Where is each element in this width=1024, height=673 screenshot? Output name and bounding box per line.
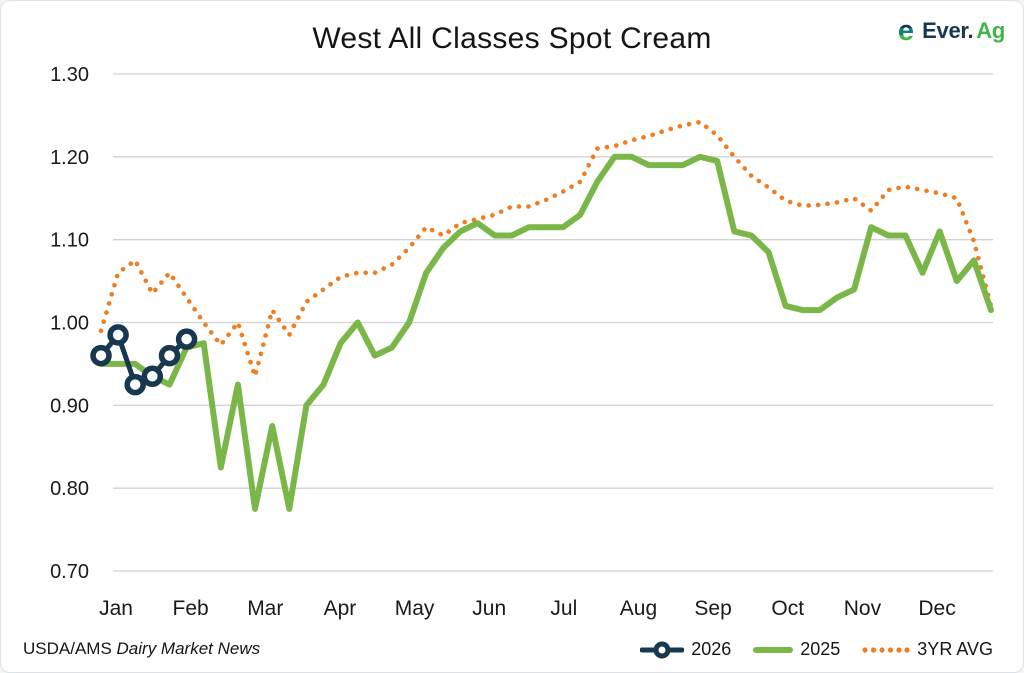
brand-name-prefix: Ever. xyxy=(922,17,974,43)
y-tick-label: 1.30 xyxy=(50,64,89,86)
x-tick-label: Mar xyxy=(247,597,283,620)
x-tick-label: Jul xyxy=(550,597,577,620)
x-tick-label: Apr xyxy=(324,597,357,620)
y-tick-label: 1.20 xyxy=(50,147,89,169)
x-tick-label: Aug xyxy=(620,597,657,620)
series-2026-marker xyxy=(141,365,164,388)
x-tick-label: May xyxy=(395,597,435,620)
x-tick-label: Dec xyxy=(918,597,955,620)
x-tick-label: Sep xyxy=(694,597,731,620)
series-3yr-avg-line xyxy=(98,119,994,385)
legend-item-3yr-avg: 3YR AVG xyxy=(862,639,993,660)
y-tick-label: 1.00 xyxy=(50,313,89,335)
series-2026-marker xyxy=(158,344,181,367)
legend-marker-3yr-avg-dots-icon xyxy=(862,646,910,653)
source-prefix: USDA/AMS xyxy=(23,639,117,658)
series-2026-marker xyxy=(107,324,129,346)
x-tick-label: Feb xyxy=(173,597,209,620)
x-tick-label: Oct xyxy=(771,597,804,620)
y-tick-label: 0.80 xyxy=(50,478,89,500)
brand-name-suffix: Ag xyxy=(976,17,1005,43)
source-attribution: USDA/AMS Dairy Market News xyxy=(23,639,260,659)
legend-label-2025: 2025 xyxy=(800,639,841,659)
series-2026-marker xyxy=(90,344,112,367)
legend-label-2026: 2026 xyxy=(691,639,732,659)
everag-e-icon: e xyxy=(892,17,920,44)
legend-marker-2026-ring-line-icon xyxy=(640,641,685,658)
brand-logo: e Ever.Ag xyxy=(892,17,1005,44)
source-publication: Dairy Market News xyxy=(116,639,261,658)
legend-marker-2025-line-icon xyxy=(753,646,794,653)
legend-label-3yr-avg: 3YR AVG xyxy=(917,639,993,659)
legend-item-2026: 2026 xyxy=(640,639,731,660)
legend-item-2025: 2025 xyxy=(753,639,840,660)
x-tick-label: Jun xyxy=(472,597,506,620)
page-title: West All Classes Spot Cream xyxy=(312,22,712,55)
chart-legend: 2026 2025 3YR AVG xyxy=(640,639,993,660)
series-2026-marker xyxy=(124,373,146,396)
x-tick-label: Jan xyxy=(99,597,133,620)
y-tick-label: 0.90 xyxy=(50,395,89,417)
y-tick-label: 1.10 xyxy=(50,230,89,252)
y-tick-label: 0.70 xyxy=(50,561,89,583)
x-tick-label: Nov xyxy=(844,597,882,620)
series-2026-marker xyxy=(175,328,198,350)
series-2025-line xyxy=(98,153,994,512)
